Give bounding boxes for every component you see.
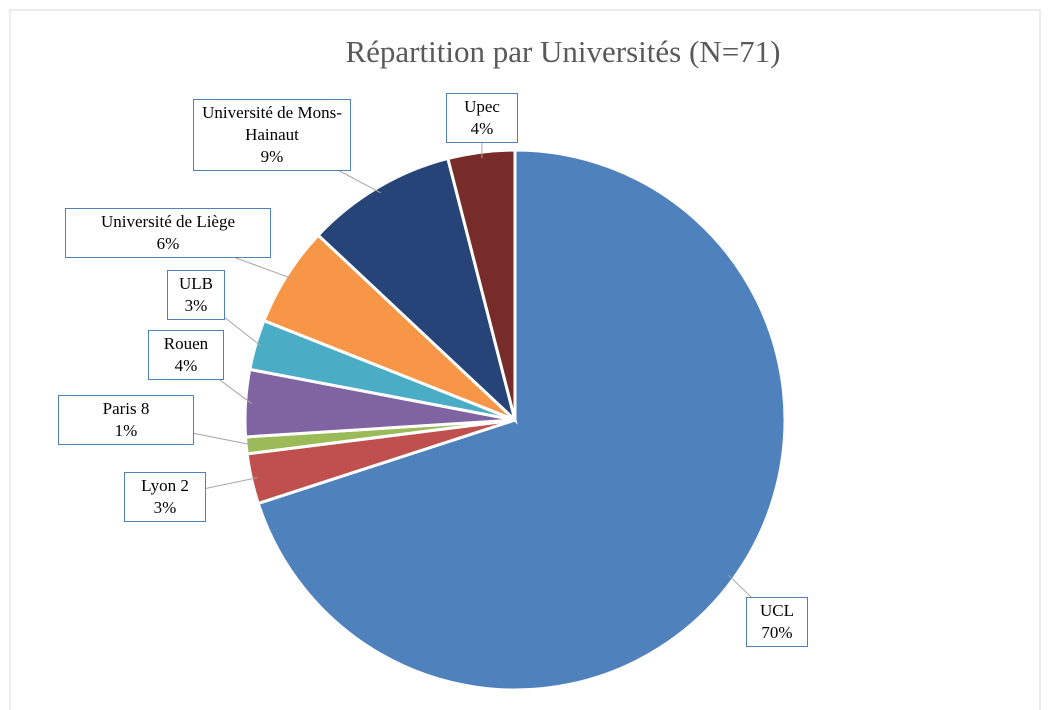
data-label: ULB 3% xyxy=(167,270,225,320)
chart-frame xyxy=(9,9,1041,710)
value-label: 4% xyxy=(470,119,494,138)
chart-title: Répartition par Universités (N=71) xyxy=(345,34,780,69)
category-name: Université de Liège xyxy=(100,212,236,231)
data-label: UCL 70% xyxy=(746,597,808,647)
data-label: Université de Mons-Hainaut 9% xyxy=(193,99,351,171)
pie-slice xyxy=(256,148,787,692)
value-label: 6% xyxy=(156,234,180,253)
pie-slice xyxy=(446,148,517,421)
category-name: ULB xyxy=(179,274,213,293)
data-label: Université de Liège 6% xyxy=(65,208,271,258)
data-label: Upec 4% xyxy=(446,93,518,143)
category-name: Paris 8 xyxy=(102,399,150,418)
value-label: 70% xyxy=(761,623,793,642)
value-label: 3% xyxy=(153,498,177,517)
pie-slice xyxy=(316,156,518,425)
data-label: Rouen 4% xyxy=(148,330,224,380)
data-label: Paris 8 1% xyxy=(58,395,194,445)
category-name: Rouen xyxy=(163,334,209,353)
data-label: Lyon 2 3% xyxy=(124,472,206,522)
category-name: Upec xyxy=(464,97,500,116)
category-name: Université de Mons-Hainaut xyxy=(202,103,342,144)
category-name: UCL xyxy=(760,601,794,620)
value-label: 1% xyxy=(114,421,138,440)
value-label: 4% xyxy=(174,356,198,375)
category-name: Lyon 2 xyxy=(141,476,189,495)
value-label: 3% xyxy=(184,296,208,315)
value-label: 9% xyxy=(260,147,284,166)
